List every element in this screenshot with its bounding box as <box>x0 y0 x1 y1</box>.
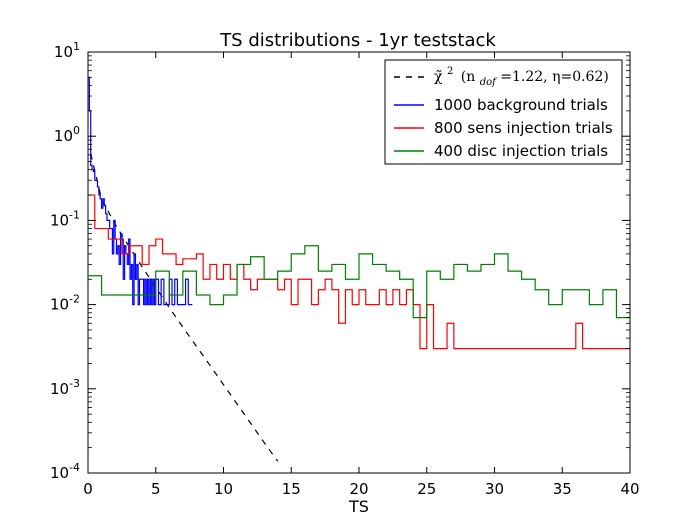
x-tick-label-2: 10 <box>214 480 233 498</box>
series-group <box>88 76 630 462</box>
legend-chi-sup: 2 <box>447 66 453 77</box>
x-axis-title: TS <box>348 497 369 516</box>
legend-box <box>384 59 623 165</box>
legend-chi-symbol: χ̃ <box>434 69 443 85</box>
chart-title: TS distributions - 1yr teststack <box>219 30 496 51</box>
legend-chi-rest: =1.22, η=0.62) <box>500 69 609 85</box>
legend-chi-label: χ̃ 2 (n dof =1.22, η=0.62) <box>434 62 609 89</box>
legend-disc-label: 400 disc injection trials <box>434 142 608 160</box>
legend-chi-args: (n <box>461 69 475 85</box>
x-tick-label-6: 30 <box>485 480 504 498</box>
y-tick-label-1: 10-3 <box>50 377 80 398</box>
legend-background-label: 1000 background trials <box>434 96 608 114</box>
x-tick-label-3: 15 <box>282 480 301 498</box>
series-line-2 <box>88 194 630 350</box>
legend-sens-label: 800 sens injection trials <box>434 119 613 137</box>
legend-chi-sub: dof <box>480 77 498 88</box>
x-tick-label-0: 0 <box>83 480 93 498</box>
y-tick-label-5: 101 <box>54 40 80 61</box>
y-tick-label-2: 10-2 <box>50 293 80 314</box>
x-tick-label-8: 40 <box>620 480 639 498</box>
y-tick-label-0: 10-4 <box>50 461 80 482</box>
series-line-1 <box>88 76 193 306</box>
series-line-3 <box>88 245 630 319</box>
y-tick-label-4: 100 <box>54 124 80 145</box>
axes-group: 0 5 10 15 20 25 30 35 40 10-4 10-3 10-2 10-1 100 101 <box>50 40 640 498</box>
x-tick-label-1: 5 <box>151 480 161 498</box>
x-tick-label-4: 20 <box>349 480 368 498</box>
x-tick-label-7: 35 <box>553 480 572 498</box>
y-tick-label-3: 10-1 <box>50 208 80 229</box>
x-tick-label-5: 25 <box>417 480 436 498</box>
legend: χ̃ 2 (n dof =1.22, η=0.62) 1000 backgrou… <box>384 59 623 165</box>
